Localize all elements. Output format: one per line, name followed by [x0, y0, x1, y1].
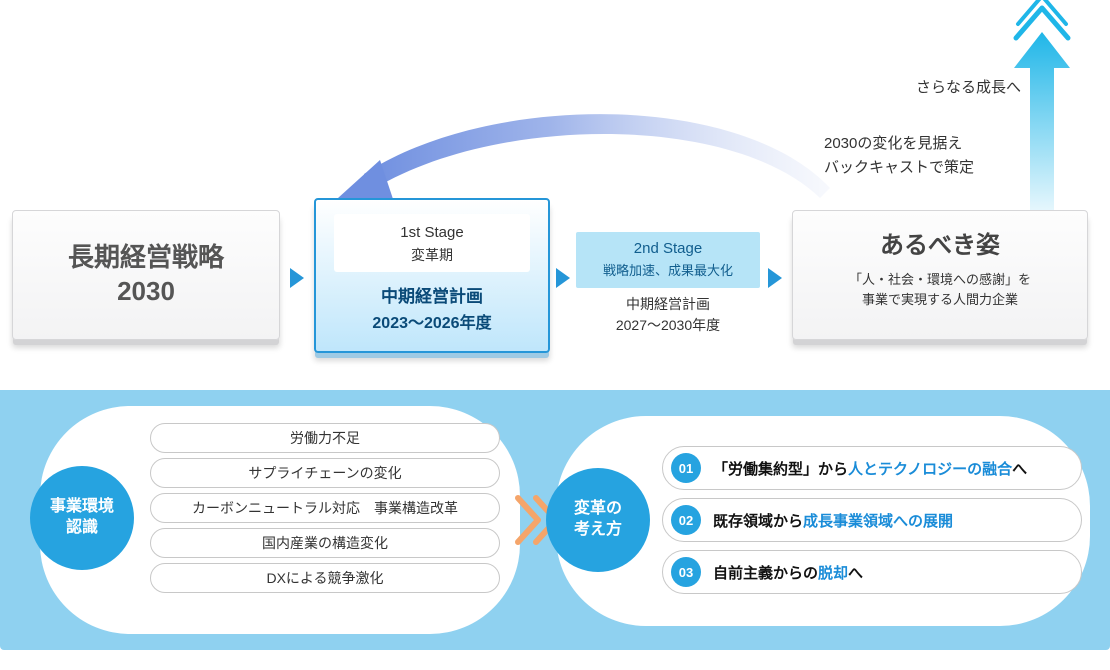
- environment-item: DXによる競争激化: [150, 563, 500, 593]
- second-stage-sub: 戦略加速、成果最大化: [580, 261, 756, 281]
- transformation-item-text: 既存領域から成長事業領域への展開: [713, 510, 953, 531]
- circle-transformation: 変革の 考え方: [546, 468, 650, 572]
- vision-body-line2: 事業で実現する人間力企業: [805, 290, 1075, 310]
- longterm-line2: 2030: [68, 275, 224, 309]
- box-vision: あるべき姿 「人・社会・環境への感謝」を 事業で実現する人間力企業: [792, 210, 1088, 340]
- annotation-backcast-line1: 2030の変化を見据え: [824, 132, 974, 156]
- highlight-text: 人とテクノロジーの融合: [848, 461, 1012, 478]
- transformation-item-list: 01 「労働集約型」から人とテクノロジーの融合へ 02 既存領域から成長事業領域への展…: [662, 438, 1082, 602]
- circle-transformation-line1: 変革の: [574, 499, 622, 520]
- environment-item: サプライチェーンの変化: [150, 458, 500, 488]
- transformation-item: 01 「労働集約型」から人とテクノロジーの融合へ: [662, 446, 1082, 490]
- circle-environment: 事業環境 認識: [30, 466, 134, 570]
- environment-item: カーボンニュートラル対応 事業構造改革: [150, 493, 500, 523]
- environment-item: 国内産業の構造変化: [150, 528, 500, 558]
- arrow-1-icon: [290, 268, 304, 288]
- item-number-badge: 03: [671, 557, 701, 587]
- circle-environment-line2: 認識: [50, 518, 114, 539]
- highlight-text: 脱却: [818, 565, 848, 582]
- first-plan-period: 2023〜2026年度: [326, 309, 538, 333]
- box-first-stage: 1st Stage 変革期 中期経営計画 2023〜2026年度: [314, 198, 550, 353]
- environment-item-list: 労働力不足サプライチェーンの変化カーボンニュートラル対応 事業構造改革国内産業の…: [150, 418, 500, 598]
- arrow-2-icon: [556, 268, 570, 288]
- first-stage-header: 1st Stage 変革期: [334, 214, 530, 272]
- lower-panel: 事業環境 認識 労働力不足サプライチェーンの変化カーボンニュートラル対応 事業構…: [0, 390, 1110, 650]
- item-number-badge: 02: [671, 505, 701, 535]
- transformation-item: 02 既存領域から成長事業領域への展開: [662, 498, 1082, 542]
- first-plan-title: 中期経営計画: [326, 282, 538, 307]
- annotation-backcast: 2030の変化を見据え バックキャストで策定: [824, 132, 974, 180]
- circle-transformation-line2: 考え方: [574, 520, 622, 541]
- circle-environment-line1: 事業環境: [50, 497, 114, 518]
- growth-arrow: [1000, 0, 1084, 212]
- item-number-badge: 01: [671, 453, 701, 483]
- annotation-growth: さらなる成長へ: [916, 76, 1021, 100]
- arrow-3-icon: [768, 268, 782, 288]
- box-longterm-strategy: 長期経営戦略 2030: [12, 210, 280, 340]
- environment-item: 労働力不足: [150, 423, 500, 453]
- transformation-item-text: 「労働集約型」から人とテクノロジーの融合へ: [713, 458, 1027, 479]
- transformation-item-text: 自前主義からの脱却へ: [713, 562, 863, 583]
- transformation-item: 03 自前主義からの脱却へ: [662, 550, 1082, 594]
- annotation-growth-text: さらなる成長へ: [916, 79, 1021, 96]
- second-plan-period: 2027〜2030年度: [576, 315, 760, 336]
- highlight-text: 成長事業領域への展開: [803, 513, 953, 530]
- strategy-diagram: さらなる成長へ 2030の変化を見据え バックキャストで策定 長期経営戦略 20…: [0, 0, 1110, 670]
- first-stage-label: 1st Stage: [338, 222, 526, 245]
- second-plan-title: 中期経営計画: [576, 294, 760, 315]
- vision-body-line1: 「人・社会・環境への感謝」を: [805, 270, 1075, 290]
- vision-title: あるべき姿: [805, 225, 1075, 260]
- second-stage-label: 2nd Stage: [580, 238, 756, 261]
- first-stage-sub: 変革期: [338, 245, 526, 266]
- box-second-stage: 2nd Stage 戦略加速、成果最大化 中期経営計画 2027〜2030年度: [576, 232, 760, 336]
- longterm-line1: 長期経営戦略: [68, 241, 224, 275]
- annotation-backcast-line2: バックキャストで策定: [824, 156, 974, 180]
